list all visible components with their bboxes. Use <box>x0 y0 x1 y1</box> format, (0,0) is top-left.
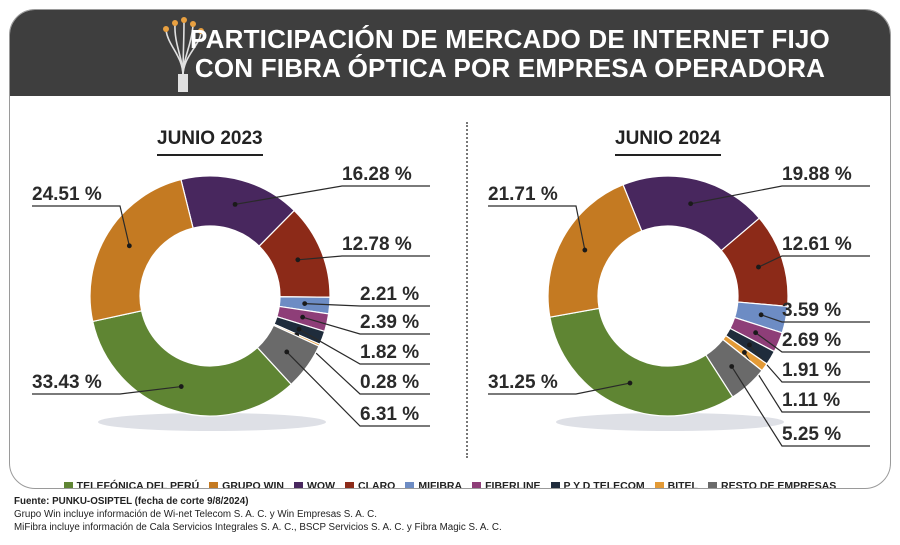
leader-dot <box>756 264 761 270</box>
leader-dot <box>296 326 302 332</box>
legend-swatch <box>209 481 219 488</box>
leader-line <box>296 334 430 395</box>
leader-dot <box>742 350 747 355</box>
leader-dot <box>295 257 301 263</box>
chart-title-line-1: PARTICIPACIÓN DE MERCADO DE INTERNET FIJ… <box>190 24 830 54</box>
legend-label: WOW <box>307 480 336 489</box>
leader-dot <box>232 201 238 207</box>
legend-item: CLARO <box>345 480 396 489</box>
data-label: 1.82 % <box>360 342 419 363</box>
slice-telef-nica-del-per- <box>92 310 293 417</box>
leader-dot <box>178 384 184 389</box>
leader-dot <box>582 247 588 253</box>
leader-line <box>488 382 631 395</box>
leader-line <box>690 185 870 205</box>
fiber-optic-icon <box>163 17 204 92</box>
legend-item: TELEFÓNICA DEL PERÚ <box>63 480 200 489</box>
legend-swatch <box>472 481 482 488</box>
legend-label: FIBERLINE <box>485 480 541 489</box>
slice-grupo-win <box>547 183 643 318</box>
chart-title-line-2: CON FIBRA ÓPTICA POR EMPRESA OPERADORA <box>194 53 826 83</box>
donut-shadow <box>556 413 784 431</box>
donut-shadow <box>98 413 326 431</box>
leader-line <box>297 255 430 261</box>
data-label: 12.61 % <box>782 234 852 255</box>
leader-line <box>286 351 430 427</box>
legend-label: BITEL <box>667 480 698 489</box>
legend-item: RESTO DE EMPRESAS <box>707 480 837 489</box>
leader-line <box>755 332 870 353</box>
leader-dot <box>126 243 132 249</box>
leader-dot <box>302 301 308 306</box>
period-label-2023: JUNIO 2023 <box>157 128 263 156</box>
leader-line <box>488 205 586 251</box>
data-label: 6.31 % <box>360 404 419 425</box>
leader-dot <box>758 312 764 318</box>
legend-swatch <box>654 481 664 488</box>
legend-item: MIFIBRA <box>405 480 463 489</box>
leader-line <box>748 344 870 383</box>
leader-dot <box>753 330 759 336</box>
legend-swatch <box>294 481 304 488</box>
legend-item: FIBERLINE <box>472 480 541 489</box>
leader-line <box>302 316 430 335</box>
slice-telef-nica-del-per- <box>549 307 734 417</box>
data-label: 19.88 % <box>782 164 852 185</box>
legend-item: WOW <box>294 480 336 489</box>
data-label: 3.59 % <box>782 300 841 321</box>
leader-line <box>758 255 870 268</box>
legend-swatch <box>550 481 560 488</box>
leader-line <box>234 185 430 205</box>
slice-grupo-win <box>89 178 194 323</box>
leader-dot <box>284 349 290 355</box>
legend-label: TELEFÓNICA DEL PERÚ <box>76 480 200 489</box>
data-label: 1.11 % <box>782 390 840 411</box>
legend-item: GRUPO WIN <box>209 480 285 489</box>
leader-line <box>298 328 430 365</box>
data-label: 0.28 % <box>360 372 419 393</box>
data-label: 24.51 % <box>32 184 102 205</box>
legend-swatch <box>707 481 717 488</box>
title-banner: PARTICIPACIÓN DE MERCADO DE INTERNET FIJ… <box>10 10 890 96</box>
donut-charts: 16.28 % 12.78 % 2.21 % 2.39 % 1.82 % 0.28 % 6.… <box>32 164 870 447</box>
leader-line <box>731 366 870 447</box>
data-label: 21.71 % <box>488 184 558 205</box>
leader-dot <box>300 314 306 320</box>
legend-label: GRUPO WIN <box>222 480 285 489</box>
data-label: 5.25 % <box>782 424 841 445</box>
footnote-mifibra: MiFibra incluye información de Cala Serv… <box>14 522 502 533</box>
leader-line <box>32 205 130 246</box>
leader-dot <box>688 201 694 207</box>
data-label: 2.69 % <box>782 330 841 351</box>
panel-divider <box>466 122 468 458</box>
legend-swatch <box>345 481 355 488</box>
period-label-2024: JUNIO 2024 <box>615 128 721 156</box>
legend-label: MIFIBRA <box>418 480 463 489</box>
source-note: Fuente: PUNKU-OSIPTEL (fecha de corte 9/… <box>14 496 249 507</box>
leader-dot <box>729 364 735 369</box>
leader-dot <box>747 342 752 348</box>
leader-dot <box>627 380 633 386</box>
data-label: 2.39 % <box>360 312 419 333</box>
leader-line <box>32 385 182 395</box>
legend-label: CLARO <box>358 480 396 489</box>
data-label: 31.25 % <box>488 372 558 393</box>
data-label: 12.78 % <box>342 234 412 255</box>
infographic-frame: PARTICIPACIÓN DE MERCADO DE INTERNET FIJ… <box>9 9 891 489</box>
legend-item: BITEL <box>654 480 698 489</box>
legend-label: P Y D TELECOM <box>563 480 645 489</box>
leader-line <box>760 314 870 323</box>
footnotes: Fuente: PUNKU-OSIPTEL (fecha de corte 9/… <box>14 495 502 534</box>
legend-swatch <box>63 481 73 488</box>
data-label: 2.21 % <box>360 284 419 305</box>
legend: TELEFÓNICA DEL PERÚ GRUPO WIN WOW CLARO MIFI… <box>10 480 890 489</box>
data-label: 33.43 % <box>32 372 102 393</box>
leader-line <box>304 302 430 307</box>
legend-label: RESTO DE EMPRESAS <box>720 480 837 489</box>
data-label: 1.91 % <box>782 360 841 381</box>
legend-swatch <box>405 481 415 488</box>
footnote-grupo-win: Grupo Win incluye información de Wi-net … <box>14 509 377 520</box>
data-label: 16.28 % <box>342 164 412 185</box>
legend-item: P Y D TELECOM <box>550 480 645 489</box>
